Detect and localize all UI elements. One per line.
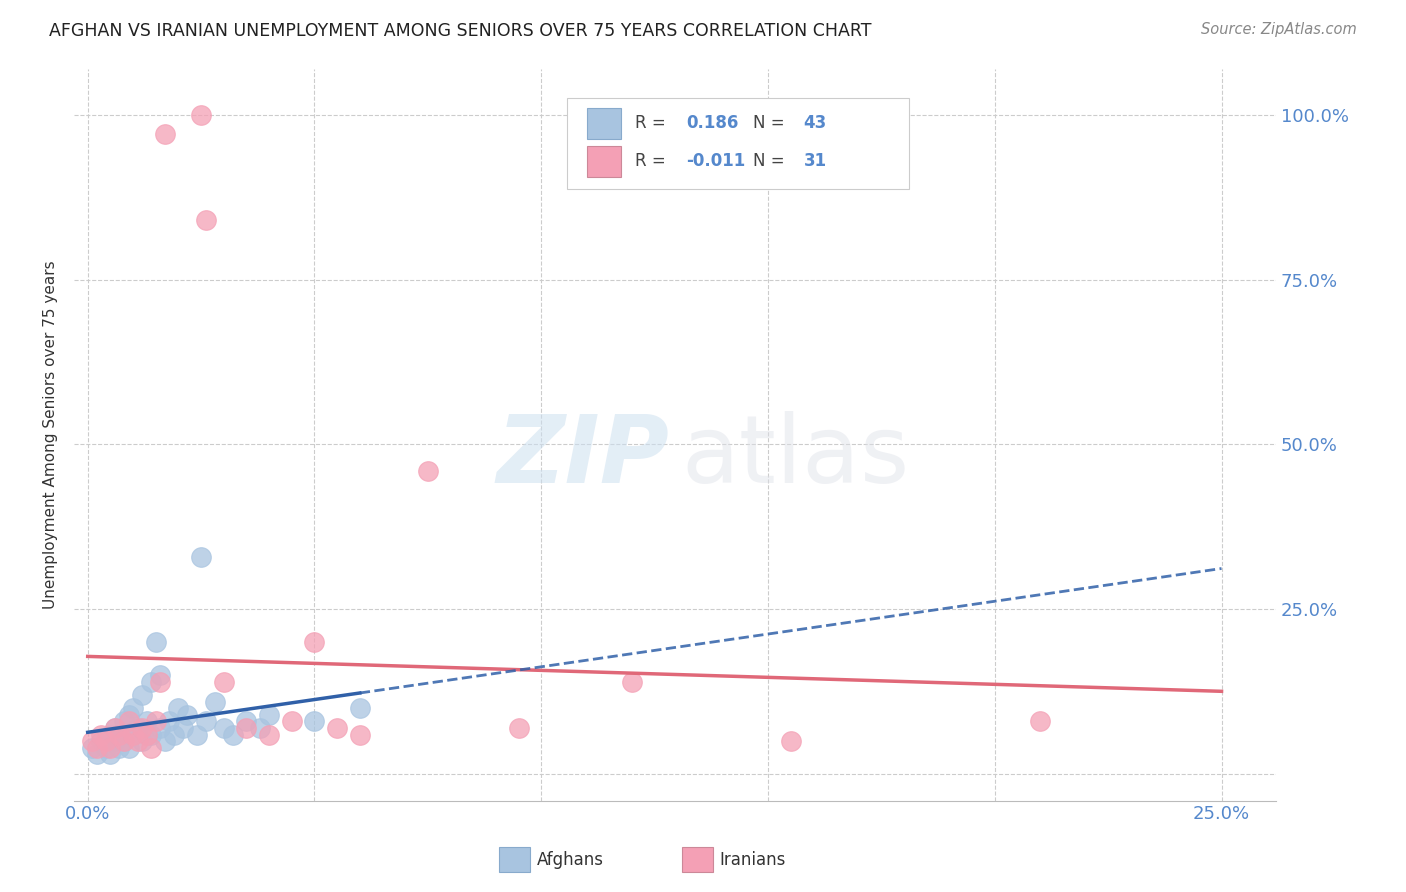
Point <box>153 128 176 142</box>
Point <box>167 701 190 715</box>
Point <box>149 674 172 689</box>
Text: R =: R = <box>636 153 671 170</box>
Point <box>127 734 149 748</box>
Point <box>112 734 135 748</box>
Point <box>135 714 157 729</box>
Text: atlas: atlas <box>681 410 910 502</box>
Point <box>149 721 172 735</box>
Point <box>349 701 371 715</box>
Point <box>135 728 157 742</box>
Point <box>304 714 326 729</box>
Point <box>172 721 194 735</box>
Point <box>149 668 172 682</box>
Point <box>94 740 117 755</box>
Point <box>104 734 127 748</box>
Text: R =: R = <box>636 114 671 132</box>
Bar <box>588 146 621 177</box>
Point <box>235 721 257 735</box>
Point <box>194 714 217 729</box>
Text: 31: 31 <box>804 153 827 170</box>
Point <box>222 728 245 742</box>
Point <box>620 674 643 689</box>
Point <box>194 213 217 227</box>
Point <box>122 701 145 715</box>
Point <box>304 635 326 649</box>
Point <box>257 707 280 722</box>
Point <box>112 714 135 729</box>
Text: Afghans: Afghans <box>537 851 605 869</box>
Point <box>163 728 186 742</box>
Point <box>90 734 112 748</box>
Point <box>212 721 235 735</box>
Point <box>100 740 122 755</box>
Point <box>90 728 112 742</box>
Point <box>131 688 153 702</box>
Point <box>1029 714 1052 729</box>
Point <box>86 747 108 762</box>
Text: AFGHAN VS IRANIAN UNEMPLOYMENT AMONG SENIORS OVER 75 YEARS CORRELATION CHART: AFGHAN VS IRANIAN UNEMPLOYMENT AMONG SEN… <box>49 22 872 40</box>
Text: N =: N = <box>754 153 790 170</box>
Point <box>112 734 135 748</box>
Point <box>108 728 131 742</box>
Point <box>82 734 104 748</box>
Text: 0.186: 0.186 <box>686 114 738 132</box>
Point <box>86 740 108 755</box>
Text: ZIP: ZIP <box>496 410 669 502</box>
Point <box>127 721 149 735</box>
Point <box>122 728 145 742</box>
Point <box>100 728 122 742</box>
Point <box>94 734 117 748</box>
Point <box>257 728 280 742</box>
Point <box>145 714 167 729</box>
Point <box>416 464 439 478</box>
Point <box>122 728 145 742</box>
Text: 43: 43 <box>804 114 827 132</box>
Bar <box>588 108 621 139</box>
Point <box>176 707 198 722</box>
Point <box>349 728 371 742</box>
Y-axis label: Unemployment Among Seniors over 75 years: Unemployment Among Seniors over 75 years <box>44 260 58 609</box>
Point <box>190 549 212 564</box>
Point <box>779 734 801 748</box>
Text: Source: ZipAtlas.com: Source: ZipAtlas.com <box>1201 22 1357 37</box>
Point <box>141 674 163 689</box>
Point <box>82 740 104 755</box>
Point <box>117 707 139 722</box>
Point <box>281 714 304 729</box>
Text: Iranians: Iranians <box>720 851 786 869</box>
Point <box>186 728 208 742</box>
Point <box>131 721 153 735</box>
Point <box>135 728 157 742</box>
Point <box>141 740 163 755</box>
Point <box>190 108 212 122</box>
Point <box>235 714 257 729</box>
Point <box>131 734 153 748</box>
FancyBboxPatch shape <box>567 98 910 189</box>
Point <box>157 714 180 729</box>
Point <box>508 721 530 735</box>
Text: N =: N = <box>754 114 790 132</box>
Point <box>145 635 167 649</box>
Text: -0.011: -0.011 <box>686 153 745 170</box>
Point <box>204 695 226 709</box>
Point <box>104 721 127 735</box>
Point <box>108 740 131 755</box>
Point <box>153 734 176 748</box>
Point <box>141 728 163 742</box>
Point <box>326 721 349 735</box>
Point <box>212 674 235 689</box>
Point <box>108 728 131 742</box>
Point <box>104 721 127 735</box>
Point <box>100 747 122 762</box>
Point <box>249 721 271 735</box>
Point <box>117 714 139 729</box>
Point <box>117 740 139 755</box>
